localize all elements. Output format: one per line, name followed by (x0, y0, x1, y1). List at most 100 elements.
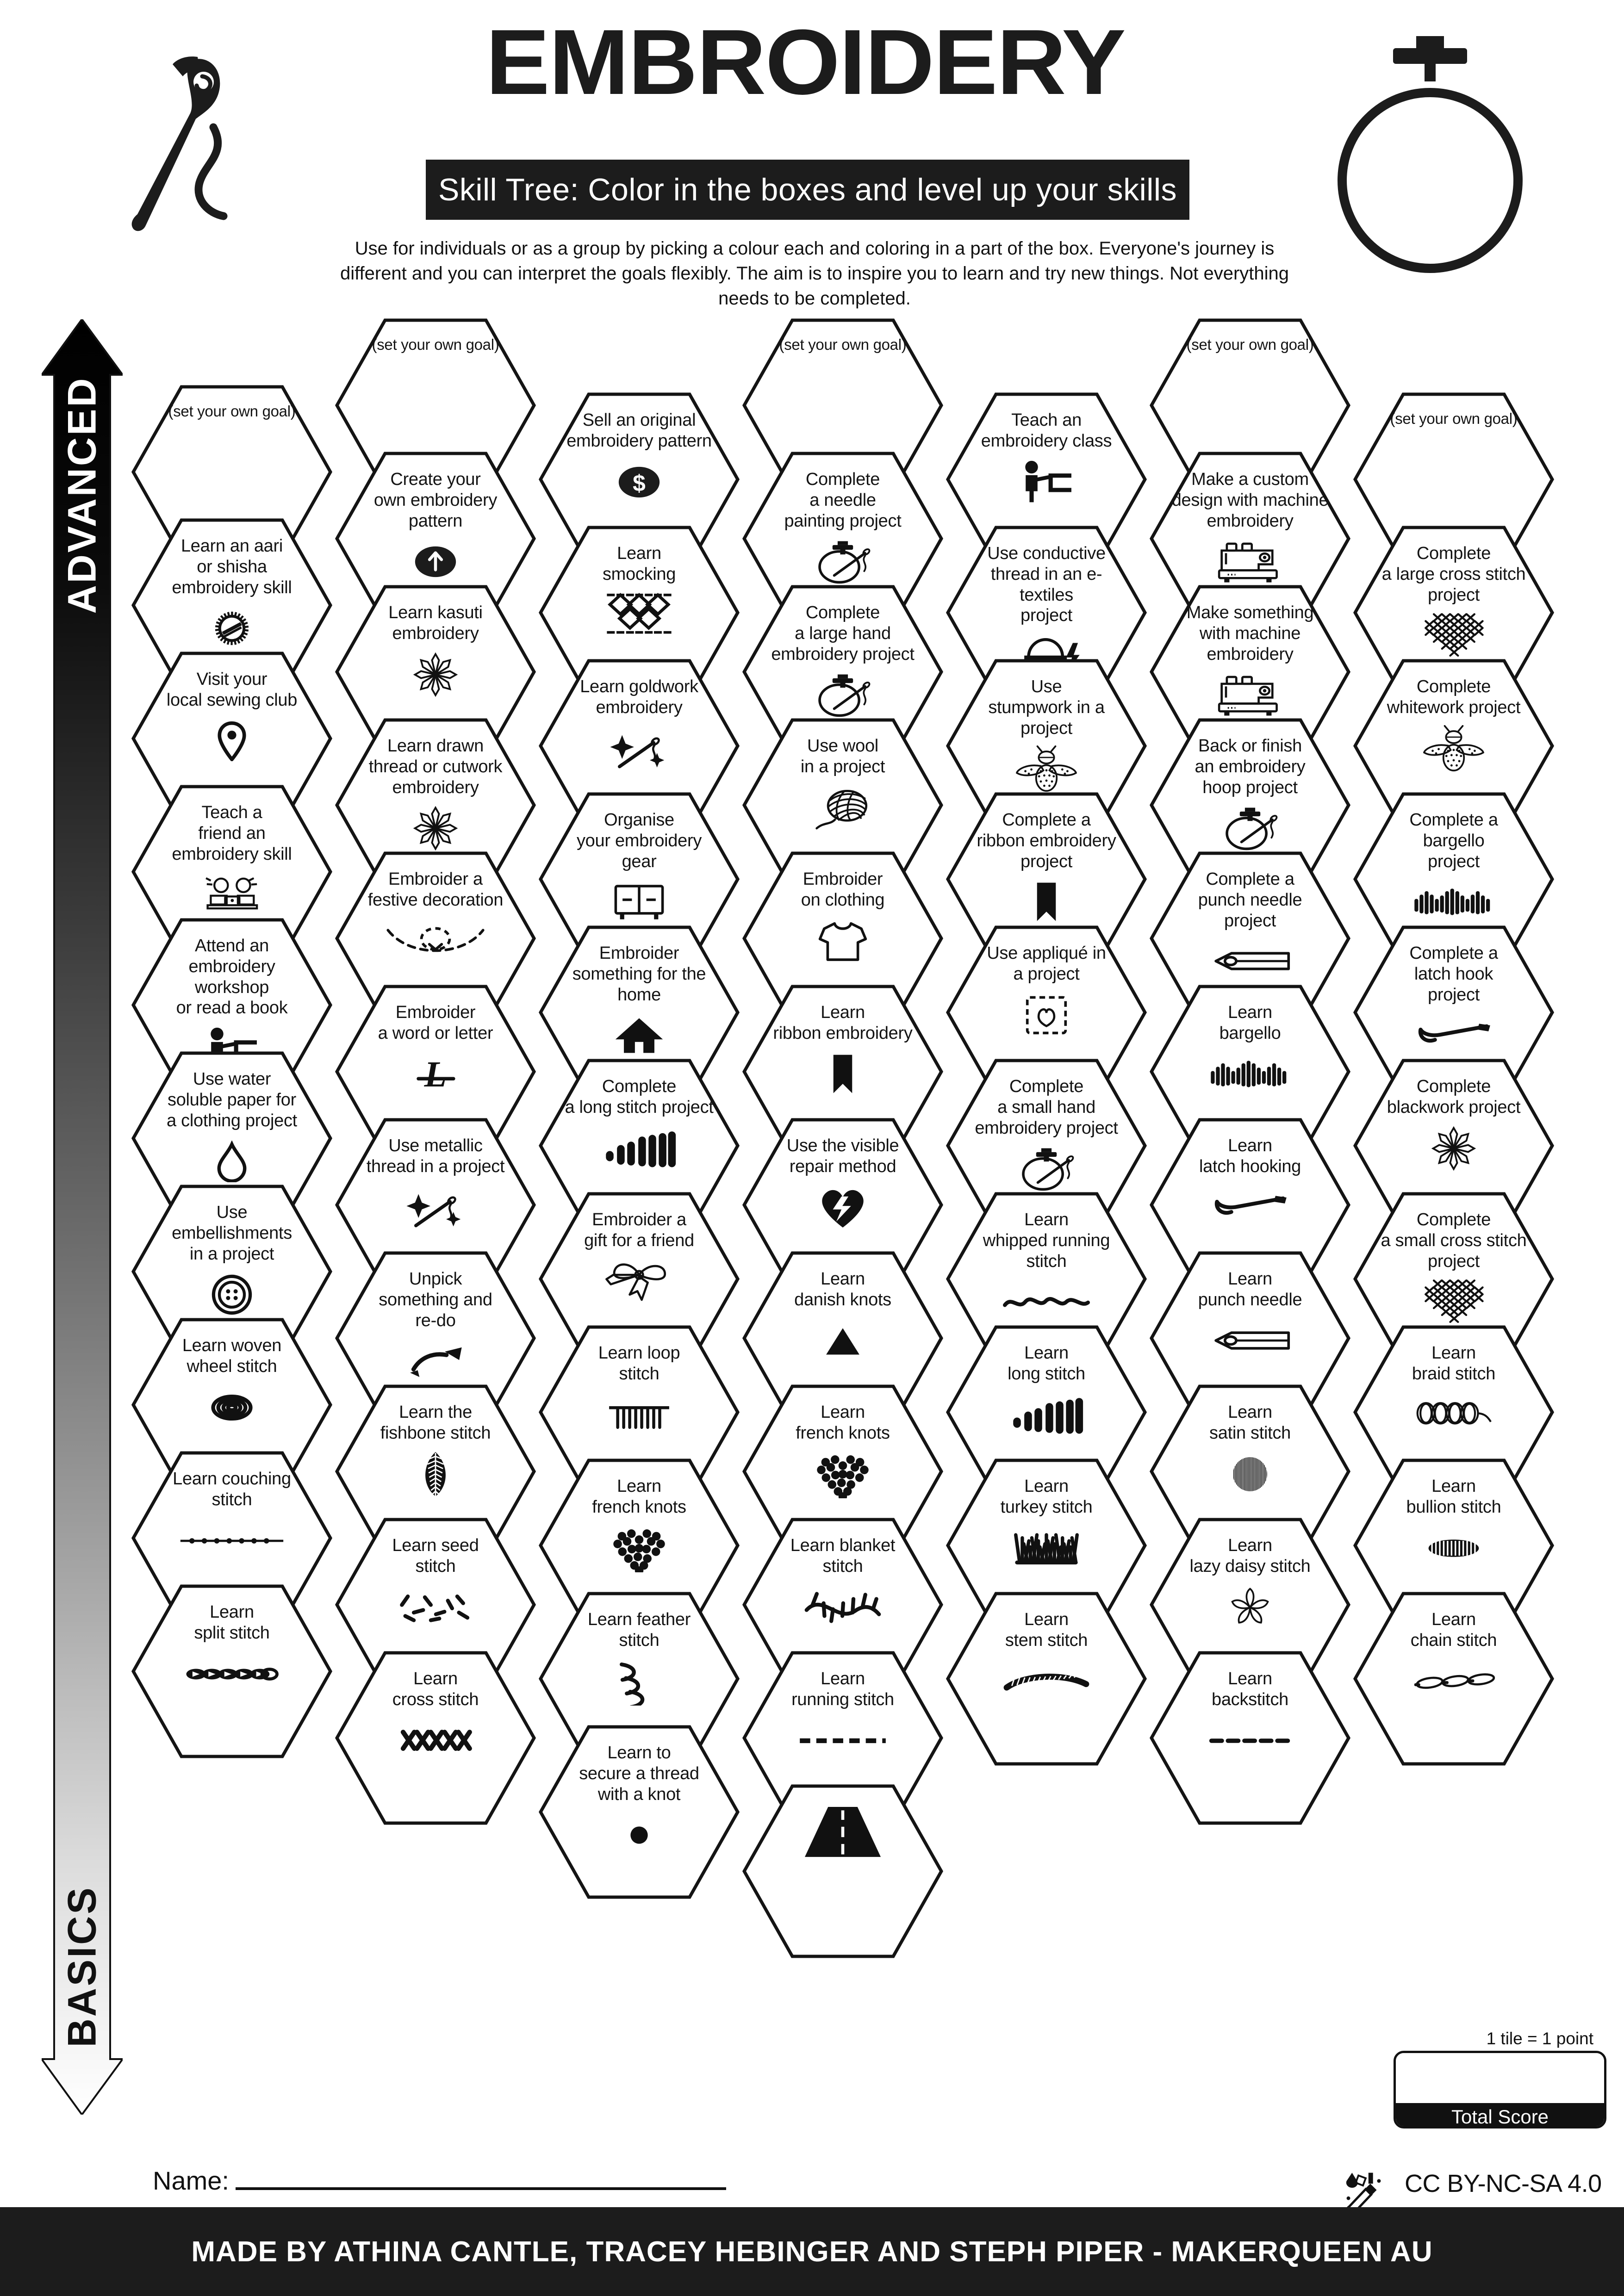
skill-tile[interactable]: Learn bullion stitch (1353, 1458, 1554, 1632)
two-people-icon (152, 869, 312, 921)
skill-tile[interactable]: (set your own goal) (1150, 318, 1350, 492)
skill-tile-content: Learn to secure a thread with a knot (539, 1743, 740, 1861)
skill-tile[interactable]: Use conductive thread in an e-textiles pro… (946, 526, 1147, 700)
skill-tile[interactable]: Use wool in a project (742, 718, 943, 892)
score-entry-area[interactable] (1396, 2053, 1604, 2103)
skill-tile[interactable]: Learn bargello (1150, 985, 1350, 1159)
skill-tile[interactable]: Complete a bargello project (1353, 792, 1554, 966)
skill-tile[interactable]: Learn french knots (539, 1458, 740, 1632)
skill-tile[interactable]: Learn whipped running stitch (946, 1192, 1147, 1366)
skill-tile-content: Learn backstitch (1150, 1669, 1350, 1767)
skill-tile-content: Learn smocking (539, 543, 740, 641)
script-letter-icon: L (355, 1049, 516, 1100)
skill-tile-content: Learn danish knots (742, 1269, 943, 1367)
skill-tile[interactable]: Complete a ribbon embroidery project (946, 792, 1147, 966)
skill-tile[interactable]: Learn turkey stitch (946, 1458, 1147, 1632)
skill-tile-content: Complete a bargello project (1353, 810, 1554, 928)
skill-tile-content (742, 1802, 943, 1858)
skill-tile-content: Learn blanket stitch (742, 1535, 943, 1633)
skill-tile-content: Teach a friend an embroidery skill (131, 802, 332, 921)
skill-tile[interactable]: Learn woven wheel stitch (131, 1318, 332, 1492)
skill-tile[interactable] (742, 1784, 943, 1958)
skill-tile[interactable]: Learn punch needle (1150, 1251, 1350, 1425)
skill-tile-content: Complete blackwork project (1353, 1076, 1554, 1174)
skill-tile-label: Learn drawn thread or cutwork embroidery (368, 736, 503, 797)
skill-tile[interactable]: Learn an aari or shisha embroidery skill (131, 518, 332, 692)
skill-tile[interactable]: Embroider a festive decoration (335, 851, 536, 1025)
skill-tile[interactable]: Attend an embroidery workshop or read a bo… (131, 918, 332, 1092)
skill-tile-content: Learn braid stitch (1353, 1343, 1554, 1441)
skill-tile[interactable]: Learn seed stitch (335, 1518, 536, 1692)
skill-tile-label: Complete a long stitch project (565, 1077, 714, 1117)
no-icon (1374, 433, 1534, 484)
skill-tile[interactable]: Embroider something for the home (539, 925, 740, 1099)
name-field-row[interactable]: Name: (153, 2166, 726, 2196)
skill-tile-content: Use water soluble paper for a clothing pro… (131, 1069, 332, 1187)
skill-tile[interactable]: Embroider a word or letter L (335, 985, 536, 1159)
skill-tile-content: Embroider a gift for a friend (539, 1210, 740, 1308)
skill-tile[interactable]: Learn smocking (539, 526, 740, 700)
total-score-box[interactable]: Total Score (1394, 2051, 1606, 2128)
skill-tile[interactable]: Create your own embroidery pattern (335, 452, 536, 626)
skill-tile-content: Use conductive thread in an e-textiles pro… (946, 543, 1147, 683)
skill-tile[interactable]: Organise your embroidery gear (539, 792, 740, 966)
skill-tile[interactable]: (set your own goal) (742, 318, 943, 492)
skill-tile-content: Learn whipped running stitch (946, 1210, 1147, 1328)
skill-tile[interactable]: Learn ribbon embroidery (742, 985, 943, 1159)
skill-tile[interactable]: Complete whitework project (1353, 659, 1554, 833)
no-icon (152, 425, 312, 477)
skill-tile-label: Organise your embroidery gear (576, 810, 702, 871)
skill-tile-content: Learn goldwork embroidery (539, 676, 740, 775)
hexagon-outline (539, 1725, 740, 1899)
skill-tile[interactable]: Learn feather stitch (539, 1592, 740, 1766)
skill-tile[interactable]: Sell an original embroidery pattern $ (539, 392, 740, 566)
skill-tile[interactable]: Learn kasuti embroidery (335, 585, 536, 759)
road-icon (763, 1806, 923, 1858)
presenter-icon (966, 456, 1126, 508)
skill-tile-content: Learn long stitch (946, 1343, 1147, 1441)
skill-tile[interactable]: (set your own goal) (131, 385, 332, 559)
no-icon (763, 359, 923, 410)
skill-tile[interactable]: Learn latch hooking (1150, 1118, 1350, 1292)
skill-tile[interactable]: Learn stem stitch (946, 1592, 1147, 1766)
skill-tile[interactable]: Use stumpwork in a project (946, 659, 1147, 833)
skill-tile[interactable]: Complete a punch needle project (1150, 851, 1350, 1025)
skill-tile-label: Learn french knots (592, 1477, 686, 1517)
skill-tile[interactable]: Make a custom design with machine embroide… (1150, 452, 1350, 626)
skill-tile[interactable]: Learn backstitch (1150, 1651, 1350, 1825)
skill-tile[interactable]: Learn to secure a thread with a knot (539, 1725, 740, 1899)
name-input-line[interactable] (235, 2187, 726, 2190)
couching-stitch-icon (152, 1515, 312, 1567)
skill-tile[interactable]: Embroider a gift for a friend (539, 1192, 740, 1366)
skill-tile-label: Complete a punch needle project (1198, 869, 1302, 931)
skill-tile[interactable]: Learn cross stitch (335, 1651, 536, 1825)
skill-tile[interactable]: Learn blanket stitch (742, 1518, 943, 1692)
skill-tile[interactable]: Learn split stitch (131, 1584, 332, 1758)
skill-tile[interactable]: Complete a small hand embroidery project (946, 1059, 1147, 1233)
skill-tile[interactable]: Use water soluble paper for a clothing pro… (131, 1051, 332, 1225)
skill-tile[interactable]: (set your own goal) (335, 318, 536, 492)
skill-tile[interactable]: Teach a friend an embroidery skill (131, 785, 332, 959)
arrow-up-circle-icon (355, 536, 516, 588)
skill-tile-content: Learn drawn thread or cutwork embroidery (335, 736, 536, 854)
skill-tile[interactable]: Complete a small cross stitch project (1353, 1192, 1554, 1366)
description-text: Use for individuals or as a group by pic… (340, 238, 1289, 309)
skill-tile-content: Complete a small hand embroidery project (946, 1076, 1147, 1195)
skill-tile-label: Complete a large hand embroidery project (771, 603, 915, 664)
skill-tile[interactable]: Learn lazy daisy stitch (1150, 1518, 1350, 1692)
skill-tile-content: Learn latch hooking (1150, 1136, 1350, 1234)
skill-tile[interactable]: Learn chain stitch (1353, 1592, 1554, 1766)
skill-tile[interactable]: Complete a latch hook project (1353, 925, 1554, 1099)
skill-tile-label: (set your own goal) (779, 336, 907, 353)
level-axis-arrow: ADVANCED BASICS (42, 319, 123, 2115)
page-title: EMBROIDERY (485, 11, 1126, 114)
skill-tile[interactable]: Unpick something and re-do (335, 1251, 536, 1425)
skill-tile-content: Sell an original embroidery pattern $ (539, 410, 740, 508)
skill-tile[interactable]: Teach an embroidery class (946, 392, 1147, 566)
threaded-needle-icon (100, 44, 252, 243)
skill-tile-content: Learn cross stitch (335, 1669, 536, 1767)
skill-tile[interactable]: Complete a large hand embroidery project (742, 585, 943, 759)
bargello-icon (1374, 876, 1534, 928)
skill-tile[interactable]: Learn satin stitch (1150, 1384, 1350, 1558)
skill-tile[interactable]: Learn danish knots (742, 1251, 943, 1425)
